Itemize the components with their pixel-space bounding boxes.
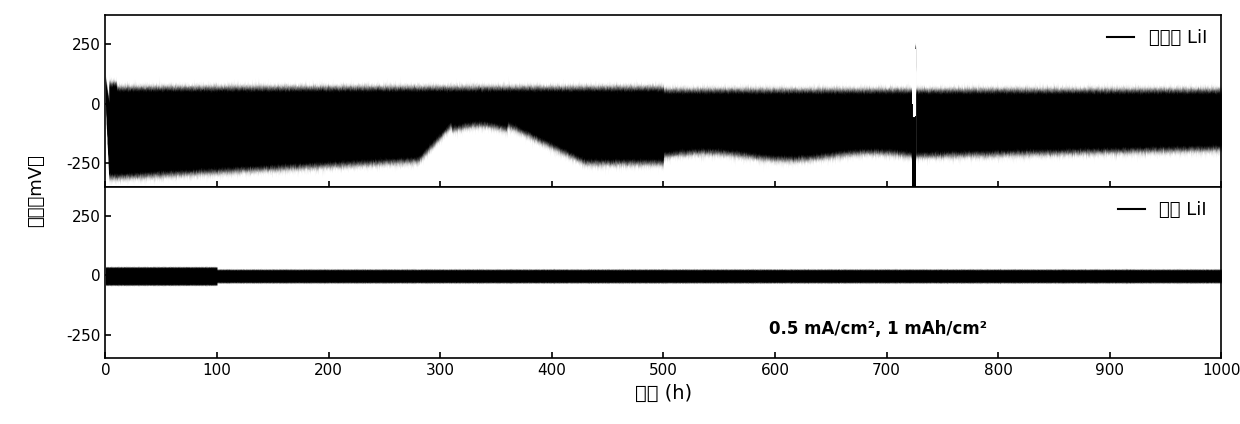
Text: 0.5 mA/cm², 1 mAh/cm²: 0.5 mA/cm², 1 mAh/cm² <box>769 320 987 338</box>
Legend: 采用 LiI: 采用 LiI <box>1112 195 1213 224</box>
X-axis label: 时间 (h): 时间 (h) <box>635 384 692 403</box>
Text: 电压（mV）: 电压（mV） <box>27 154 46 227</box>
Legend: 未采用 LiI: 未采用 LiI <box>1101 24 1213 53</box>
